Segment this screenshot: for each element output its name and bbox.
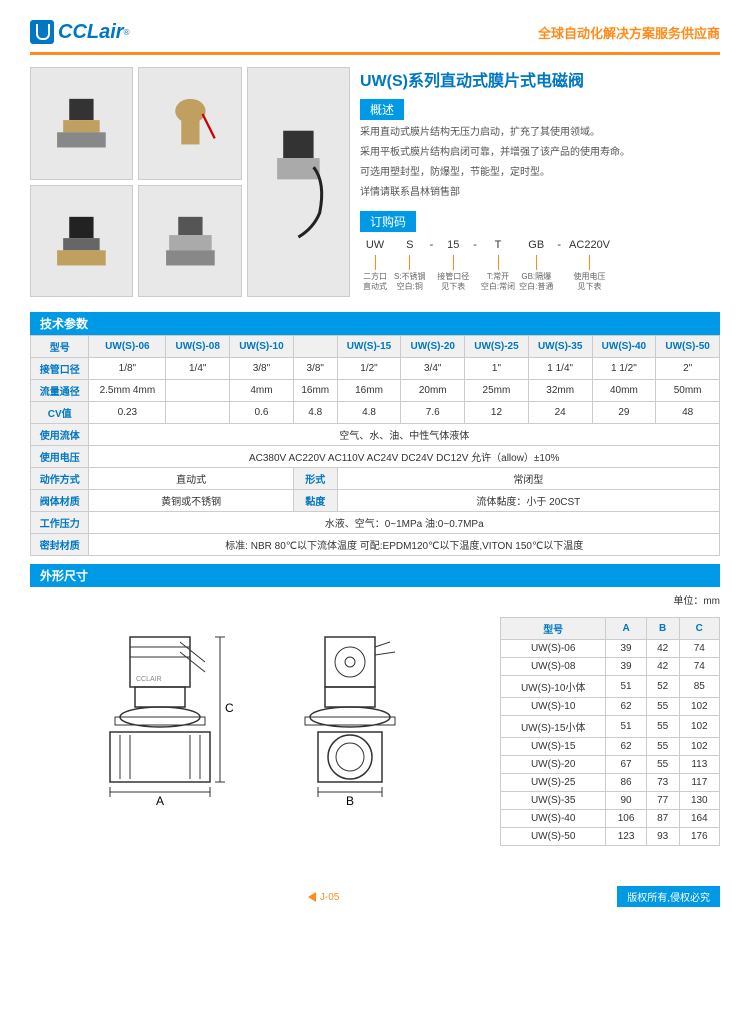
- order-label: 订购码: [360, 211, 416, 232]
- table-row: UW(S)-359077130: [501, 792, 720, 810]
- table-row: UW(S)-15小体5155102: [501, 716, 720, 738]
- product-image: [30, 67, 133, 180]
- table-row: UW(S)-5012393176: [501, 828, 720, 846]
- code-segment: GBGB:隔爆空白:普通: [519, 237, 553, 293]
- page-number: J-05: [308, 891, 339, 903]
- product-image: [30, 185, 133, 298]
- overview-label: 概述: [360, 99, 404, 120]
- page-header: CCLair ® 全球自动化解决方案服务供应商: [30, 20, 720, 55]
- desc-line: 可选用塑封型，防爆型，节能型，定时型。: [360, 165, 720, 181]
- dimension-drawings: CCLAIR A C: [30, 617, 480, 820]
- table-header: 型号: [501, 618, 606, 640]
- table-header: UW(S)-40: [592, 336, 656, 358]
- table-header: B: [646, 618, 679, 640]
- table-header: UW(S)-10: [230, 336, 294, 358]
- logo: CCLair ®: [30, 20, 129, 44]
- table-header: A: [606, 618, 646, 640]
- table-header: [293, 336, 337, 358]
- code-dash: -: [473, 237, 477, 251]
- code-segment: 15接管口径见下表: [437, 237, 469, 293]
- table-row: UW(S)-10小体515285: [501, 676, 720, 698]
- table-header: C: [679, 618, 719, 640]
- table-header: UW(S)-50: [656, 336, 720, 358]
- dims-label: 外形尺寸: [30, 564, 720, 587]
- copyright: 版权所有,侵权必究: [617, 886, 720, 907]
- tagline: 全球自动化解决方案服务供应商: [538, 23, 720, 42]
- table-row: 阀体材质黄铜或不锈钢黏度流体黏度：小于 20CST: [31, 490, 720, 512]
- arrow-left-icon: [308, 892, 316, 902]
- trademark-icon: ®: [124, 28, 130, 37]
- product-image-grid: [30, 67, 350, 297]
- table-row: 密封材质标准: NBR 80℃以下流体温度 可配:EPDM120℃以下温度,VI…: [31, 534, 720, 556]
- table-row: UW(S)-156255102: [501, 738, 720, 756]
- table-header: UW(S)-15: [337, 336, 401, 358]
- product-image: [138, 185, 241, 298]
- table-row: UW(S)-4010687164: [501, 810, 720, 828]
- specs-label: 技术参数: [30, 312, 720, 335]
- table-row: UW(S)-08394274: [501, 658, 720, 676]
- table-header: UW(S)-08: [166, 336, 230, 358]
- table-row: UW(S)-206755113: [501, 756, 720, 774]
- desc-line: 采用平板式膜片结构启闭可靠，并增强了该产品的使用寿命。: [360, 145, 720, 161]
- table-row: 动作方式直动式形式常闭型: [31, 468, 720, 490]
- table-row: CV值0.230.64.84.87.612242948: [31, 402, 720, 424]
- table-header: UW(S)-20: [401, 336, 465, 358]
- dim-a-label: A: [156, 794, 164, 808]
- table-row: UW(S)-106255102: [501, 698, 720, 716]
- table-header: UW(S)-06: [89, 336, 166, 358]
- dim-c-label: C: [225, 701, 234, 715]
- spec-table: 型号UW(S)-06UW(S)-08UW(S)-10UW(S)-15UW(S)-…: [30, 335, 720, 556]
- brand-watermark: CCLAIR: [136, 676, 162, 683]
- dimension-table: 型号ABC UW(S)-06394274UW(S)-08394274UW(S)-…: [500, 617, 720, 846]
- table-row: 使用电压AC380V AC220V AC110V AC24V DC24V DC1…: [31, 446, 720, 468]
- table-row: 工作压力水液、空气：0~1MPa 油:0~0.7MPa: [31, 512, 720, 534]
- logo-text: CCLair: [58, 21, 124, 44]
- product-image: [138, 67, 241, 180]
- desc-line: 详情请联系昌林销售部: [360, 185, 720, 201]
- table-row: 使用流体空气、水、油、中性气体液体: [31, 424, 720, 446]
- desc-line: 采用直动式膜片结构无压力启动，扩充了其使用领域。: [360, 125, 720, 141]
- table-row: UW(S)-258673117: [501, 774, 720, 792]
- code-dash: -: [430, 237, 434, 251]
- product-title: UW(S)系列直动式膜片式电磁阀: [360, 67, 720, 91]
- table-row: UW(S)-06394274: [501, 640, 720, 658]
- table-row: 接管口径1/8"1/4"3/8"3/8"1/2"3/4"1"1 1/4"1 1/…: [31, 358, 720, 380]
- code-segment: SS:不锈钢空白:铜: [394, 237, 426, 293]
- table-row: 流量通径2.5mm 4mm4mm16mm16mm20mm25mm32mm40mm…: [31, 380, 720, 402]
- logo-icon: [30, 20, 54, 44]
- table-header: 型号: [31, 336, 89, 358]
- code-segment: TT:常开空白:常闭: [481, 237, 515, 293]
- unit-label: 单位：mm: [30, 592, 720, 607]
- dim-b-label: B: [346, 794, 354, 808]
- table-header: UW(S)-35: [528, 336, 592, 358]
- product-image: [247, 67, 350, 297]
- code-segment: AC220V使用电压见下表: [565, 237, 614, 293]
- code-dash: -: [557, 237, 561, 251]
- code-segment: UW二方口直动式: [360, 237, 390, 293]
- table-header: UW(S)-25: [465, 336, 529, 358]
